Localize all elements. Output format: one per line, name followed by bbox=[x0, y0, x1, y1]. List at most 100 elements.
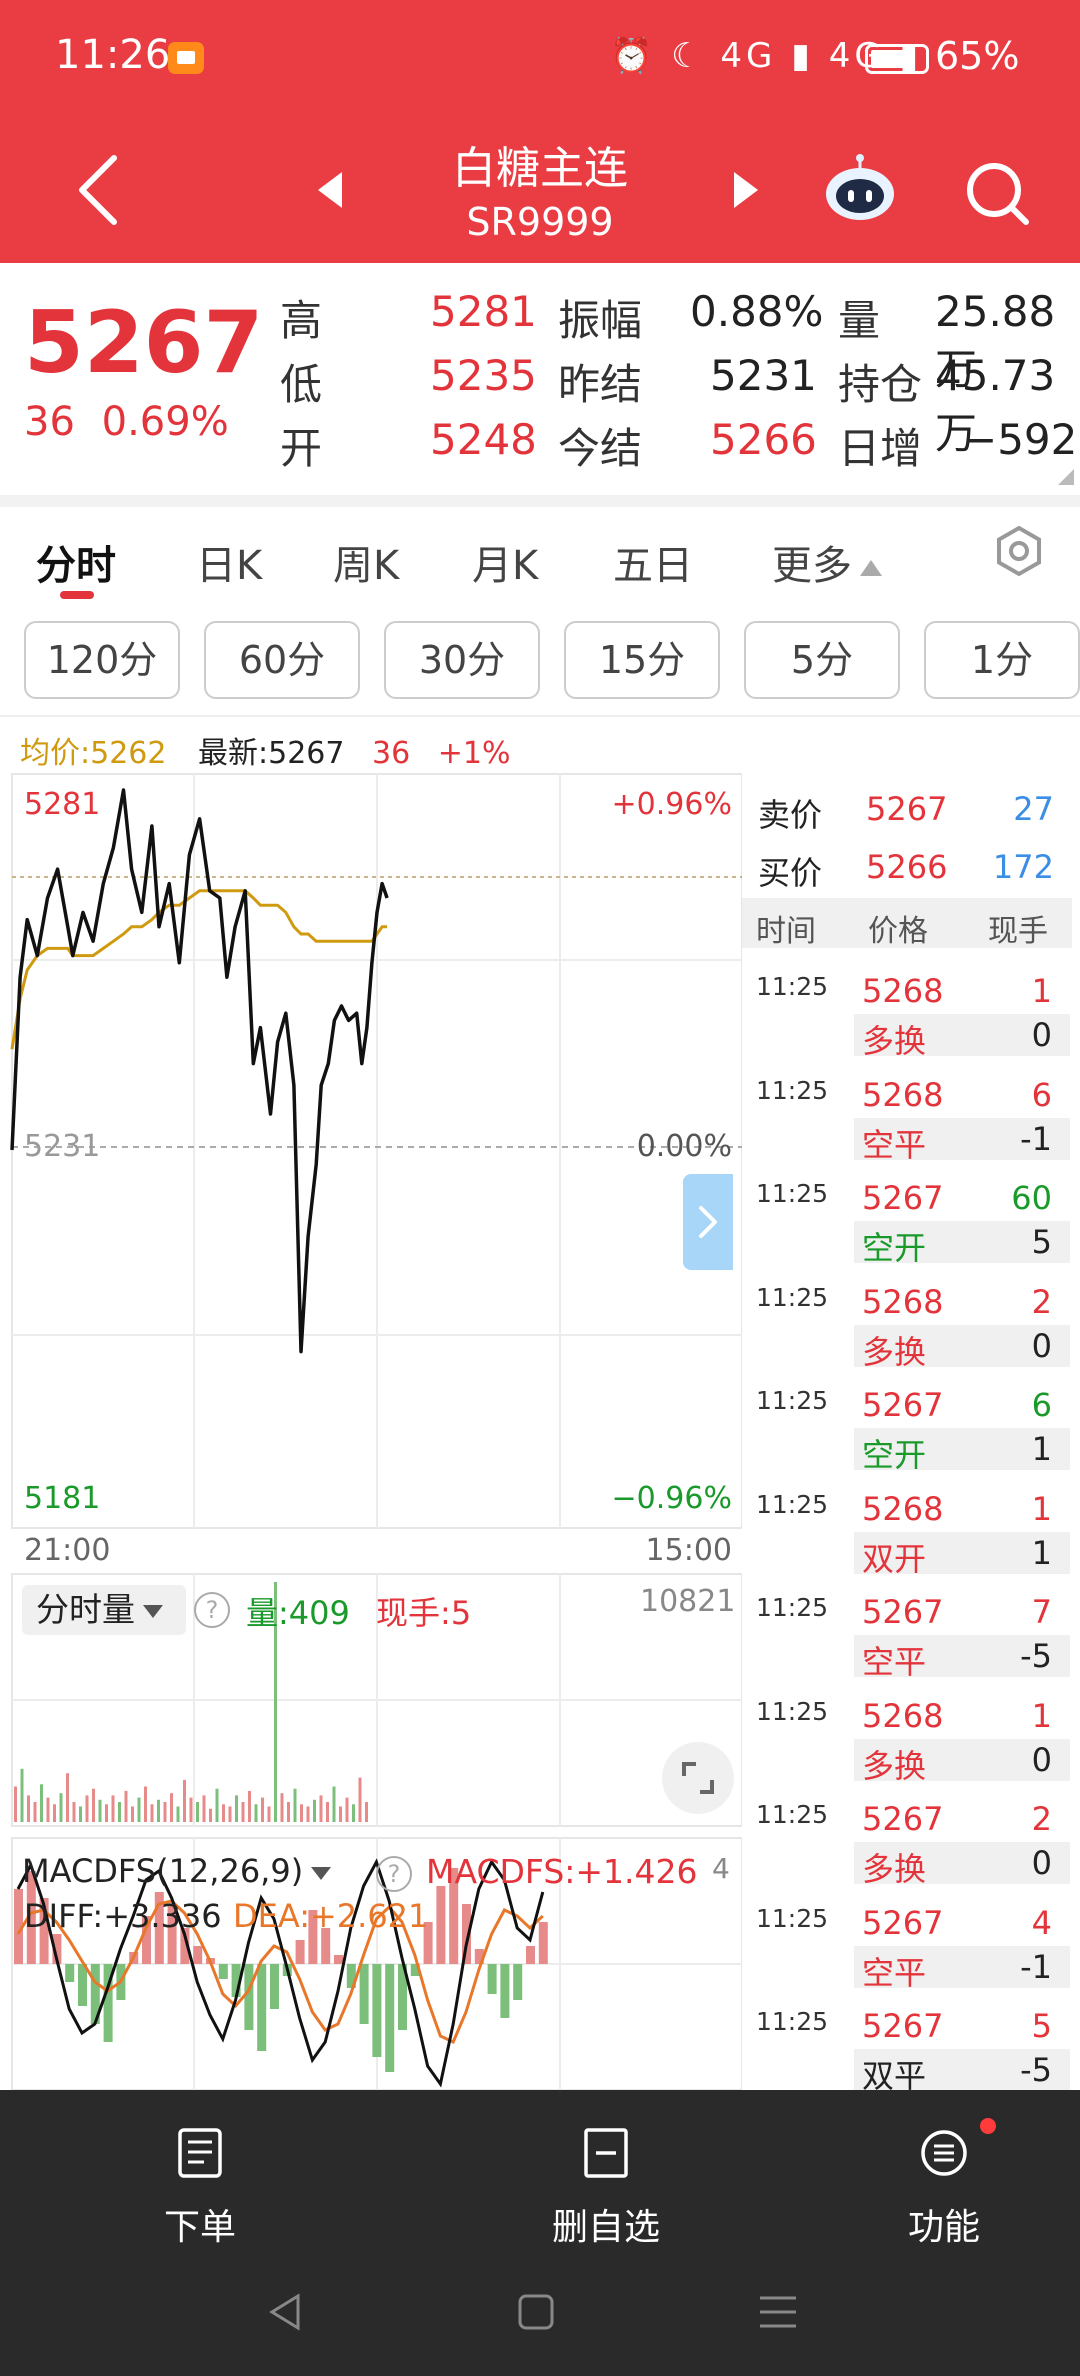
macd-bar bbox=[513, 1964, 523, 2000]
header-percent: +1% bbox=[437, 736, 511, 771]
period-5m[interactable]: 5分 bbox=[744, 621, 900, 699]
tick-qty: 7 bbox=[1031, 1593, 1052, 1631]
ask-price: 5267 bbox=[866, 790, 948, 828]
volume-bar bbox=[267, 1806, 271, 1822]
caret-down-icon bbox=[143, 1605, 163, 1618]
next-contract-arrow-icon[interactable] bbox=[734, 172, 758, 208]
volume-bar bbox=[40, 1784, 43, 1822]
tick-qty: 1 bbox=[1031, 1489, 1052, 1528]
volume-bar bbox=[365, 1802, 368, 1822]
latest-price-label: 最新:5267 bbox=[198, 736, 345, 771]
tab-more[interactable]: 更多 bbox=[772, 533, 882, 591]
tab-monthly-k[interactable]: 月K bbox=[472, 543, 539, 589]
hexagon-settings-icon[interactable] bbox=[993, 525, 1045, 577]
tick-header-time: 时间 bbox=[756, 914, 816, 949]
macd-bar bbox=[39, 1898, 49, 1964]
price-line bbox=[10, 788, 389, 1354]
order-button[interactable]: 下单 bbox=[100, 2110, 300, 2260]
intraday-charts[interactable]: 5281 5231 5181 +0.96% 0.00% −0.96% 21:00… bbox=[0, 770, 742, 2090]
macd-bar bbox=[474, 1949, 484, 1964]
macd-bar bbox=[462, 1904, 471, 1964]
pct-label-bottom: −0.96% bbox=[612, 1481, 732, 1516]
period-1m[interactable]: 1分 bbox=[924, 621, 1080, 699]
volume-bar bbox=[176, 1806, 180, 1822]
x-label-start: 21:00 bbox=[24, 1533, 110, 1568]
volume-bar bbox=[27, 1795, 30, 1822]
section-divider bbox=[0, 495, 1080, 507]
macd-bar bbox=[103, 1964, 113, 2042]
volume-bar bbox=[14, 1786, 17, 1822]
system-home-icon[interactable] bbox=[514, 2290, 558, 2334]
macd-help-icon[interactable]: ? bbox=[376, 1856, 412, 1892]
macd-bar bbox=[398, 1964, 407, 2030]
system-back-icon[interactable] bbox=[264, 2290, 308, 2334]
volume-bar bbox=[105, 1804, 108, 1822]
robot-assistant-icon[interactable] bbox=[822, 152, 898, 222]
tick-open-change: -1 bbox=[1020, 1119, 1052, 1158]
chart-header: 均价:5262 最新:5267 36 +1% bbox=[20, 728, 511, 772]
search-icon[interactable] bbox=[962, 158, 1032, 228]
dea-line bbox=[16, 1899, 544, 2045]
fullscreen-button[interactable] bbox=[662, 1742, 734, 1814]
macd-selector-label: MACDFS(12,26,9) bbox=[22, 1852, 304, 1890]
tick-time: 11:25 bbox=[756, 1075, 829, 1105]
tick-row: 11:25 5267 6 空开 1 bbox=[742, 1374, 1072, 1478]
volume-bar bbox=[293, 1788, 297, 1822]
period-30m[interactable]: 30分 bbox=[384, 621, 540, 699]
back-arrow-icon[interactable] bbox=[70, 150, 126, 230]
period-60m[interactable]: 60分 bbox=[204, 621, 360, 699]
tick-time: 11:25 bbox=[756, 2007, 829, 2036]
period-120m[interactable]: 120分 bbox=[24, 621, 180, 699]
volume-bar bbox=[228, 1806, 232, 1822]
volume-bar bbox=[345, 1797, 349, 1822]
y-label-bottom: 5181 bbox=[24, 1481, 100, 1516]
macd-indicator-selector[interactable]: MACDFS(12,26,9) bbox=[22, 1852, 332, 1890]
macd-bar bbox=[180, 1928, 190, 1964]
tick-price: 5268 bbox=[862, 972, 944, 1010]
functions-button[interactable]: 功能 bbox=[844, 2110, 1044, 2260]
open-interest-value: 45.73万 bbox=[935, 351, 1056, 458]
tick-type: 多换 bbox=[862, 1022, 927, 1060]
y-label-top: 5281 bbox=[24, 787, 100, 822]
today-settle-label: 今结 bbox=[558, 424, 643, 473]
caret-down-icon bbox=[311, 1866, 332, 1880]
volume-bar bbox=[150, 1804, 154, 1822]
ask-row: 卖价 5267 27 bbox=[742, 782, 1072, 838]
tick-time: 11:25 bbox=[756, 1179, 829, 1208]
prev-contract-arrow-icon[interactable] bbox=[318, 172, 342, 208]
tick-time: 11:25 bbox=[756, 1593, 829, 1622]
macd-bar bbox=[244, 1964, 254, 2030]
volume-help-icon[interactable]: ? bbox=[194, 1592, 230, 1628]
tick-open-change: 5 bbox=[1031, 1223, 1052, 1261]
volume-bar bbox=[124, 1790, 128, 1822]
tick-row: 11:25 5267 7 空平 -5 bbox=[742, 1581, 1072, 1685]
expand-panel-button[interactable] bbox=[683, 1174, 733, 1270]
volume-bar bbox=[98, 1799, 102, 1822]
tab-intraday[interactable]: 分时 bbox=[36, 543, 116, 589]
battery-icon bbox=[865, 44, 929, 74]
volume-bar bbox=[111, 1795, 115, 1822]
tick-price: 5267 bbox=[862, 1903, 944, 1942]
tick-qty: 1 bbox=[1031, 972, 1052, 1010]
pct-label-mid: 0.00% bbox=[637, 1129, 732, 1164]
tick-type: 双平 bbox=[862, 2057, 927, 2095]
tick-open-change: 1 bbox=[1031, 1430, 1052, 1468]
tab-five-day[interactable]: 五日 bbox=[613, 543, 693, 589]
period-15m[interactable]: 15分 bbox=[564, 621, 720, 699]
volume-bar bbox=[183, 1779, 186, 1822]
tab-weekly-k[interactable]: 周K bbox=[333, 543, 400, 589]
macd-bar bbox=[526, 1946, 535, 1964]
chart-separator bbox=[0, 715, 1080, 717]
macd-bar bbox=[26, 1871, 36, 1964]
volume-bar bbox=[274, 1582, 277, 1822]
remove-favorite-button[interactable]: 删自选 bbox=[506, 2110, 706, 2260]
volume-bar bbox=[339, 1806, 342, 1822]
tick-qty: 5 bbox=[1031, 2007, 1052, 2045]
macd-bar bbox=[500, 1964, 510, 2018]
tab-daily-k[interactable]: 日K bbox=[196, 543, 263, 589]
system-menu-icon[interactable] bbox=[756, 2290, 800, 2334]
volume-indicator-selector[interactable]: 分时量 bbox=[22, 1585, 186, 1635]
tick-type: 空平 bbox=[862, 1643, 927, 1681]
volume-bar bbox=[326, 1802, 329, 1822]
tick-qty: 6 bbox=[1031, 1075, 1052, 1114]
